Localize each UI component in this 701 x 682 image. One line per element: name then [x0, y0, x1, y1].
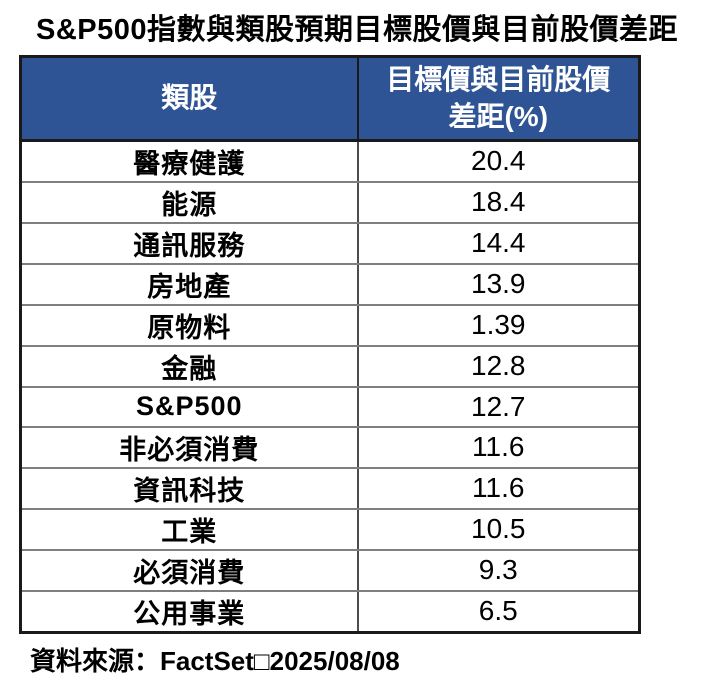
sector-target-price-table: 類股 目標價與目前股價 差距(%) 醫療健護 20.4 能源 18.4 通訊服務… — [19, 54, 641, 634]
page-title: S&P500指數與類股預期目標股價與目前股價差距 — [36, 14, 679, 46]
table-row: 資訊科技 11.6 — [19, 466, 641, 510]
table-row: 能源 18.4 — [19, 180, 641, 224]
sector-cell: 原物料 — [19, 303, 359, 347]
table-row: 公用事業 6.5 — [19, 589, 641, 634]
value-cell: 12.7 — [357, 385, 641, 428]
sector-cell: S&P500 — [19, 385, 359, 428]
table-row: 房地產 13.9 — [19, 262, 641, 306]
value-cell: 9.3 — [357, 548, 641, 592]
value-cell: 11.6 — [357, 466, 641, 510]
value-cell: 18.4 — [357, 180, 641, 224]
value-cell: 6.5 — [357, 589, 641, 634]
table-row: 金融 12.8 — [19, 344, 641, 388]
value-cell: 1.39 — [357, 303, 641, 347]
sector-cell: 公用事業 — [19, 589, 359, 634]
value-cell: 11.6 — [357, 425, 641, 469]
table-row: 非必須消費 11.6 — [19, 425, 641, 469]
sector-cell: 能源 — [19, 180, 359, 224]
value-cell: 13.9 — [357, 262, 641, 306]
value-cell: 12.8 — [357, 344, 641, 388]
sector-cell: 非必須消費 — [19, 425, 359, 469]
table-header: 類股 目標價與目前股價 差距(%) — [19, 54, 641, 142]
value-cell: 14.4 — [357, 221, 641, 265]
table-body: 醫療健護 20.4 能源 18.4 通訊服務 14.4 房地產 13.9 原物料… — [19, 139, 641, 634]
page: S&P500指數與類股預期目標股價與目前股價差距 類股 目標價與目前股價 差距(… — [0, 13, 701, 682]
data-source-note: 資料來源：FactSet□2025/08/08 — [30, 645, 400, 676]
sector-cell: 資訊科技 — [19, 466, 359, 510]
table-row: 工業 10.5 — [19, 507, 641, 551]
sector-cell: 金融 — [19, 344, 359, 388]
sector-cell: 必須消費 — [19, 548, 359, 592]
header-gap-percent: 目標價與目前股價 差距(%) — [357, 54, 641, 142]
sector-cell: 醫療健護 — [19, 139, 359, 183]
table-row: 通訊服務 14.4 — [19, 221, 641, 265]
value-cell: 10.5 — [357, 507, 641, 551]
table-row: S&P500 12.7 — [19, 385, 641, 428]
header-row: 類股 目標價與目前股價 差距(%) — [19, 54, 641, 142]
sector-cell: 房地產 — [19, 262, 359, 306]
sector-cell: 工業 — [19, 507, 359, 551]
table-row: 必須消費 9.3 — [19, 548, 641, 592]
table-row: 原物料 1.39 — [19, 303, 641, 347]
header-sector: 類股 — [19, 54, 359, 142]
sector-cell: 通訊服務 — [19, 221, 359, 265]
table-row: 醫療健護 20.4 — [19, 139, 641, 183]
value-cell: 20.4 — [357, 139, 641, 183]
